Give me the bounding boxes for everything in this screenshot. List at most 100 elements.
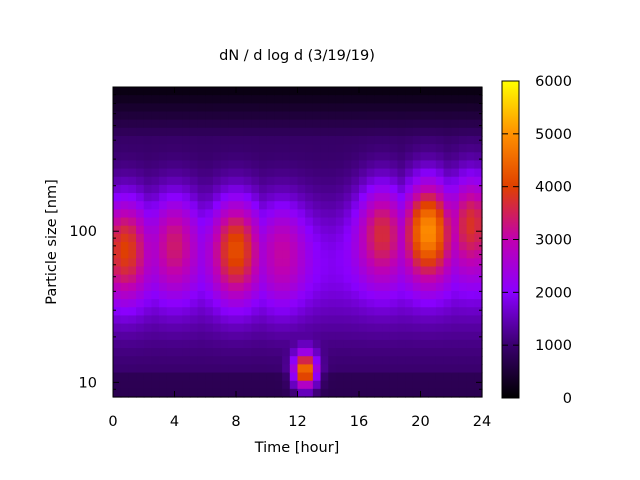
heatmap-cell [297, 388, 306, 398]
heatmap-cell [205, 160, 214, 170]
heatmap-cell [128, 258, 137, 268]
heatmap-cell [243, 372, 252, 382]
heatmap-cell [205, 388, 214, 398]
heatmap-cell [182, 168, 191, 178]
heatmap-cell [159, 119, 168, 129]
heatmap-cell [236, 176, 245, 186]
heatmap-cell [128, 290, 137, 300]
heatmap-cell [466, 315, 475, 325]
heatmap-cell [359, 364, 368, 374]
heatmap-cell [143, 282, 153, 292]
heatmap-cell [435, 372, 445, 382]
heatmap-cell [174, 119, 183, 129]
heatmap-cell [136, 364, 145, 374]
heatmap-cell [205, 339, 214, 349]
heatmap-cell [166, 127, 176, 137]
heatmap-cell [420, 144, 429, 153]
heatmap-cell [435, 266, 445, 276]
heatmap-cell [259, 160, 268, 170]
heatmap-cell [236, 323, 245, 333]
heatmap-cell [228, 339, 237, 349]
heatmap-cell [220, 176, 229, 186]
heatmap-cell [305, 372, 314, 382]
heatmap-cell [212, 87, 222, 96]
heatmap-cell [266, 176, 276, 186]
heatmap-cell [389, 152, 399, 162]
heatmap-cell [458, 103, 468, 113]
heatmap-cell [151, 103, 160, 113]
heatmap-cell [312, 274, 322, 284]
heatmap-cell [397, 217, 406, 227]
colorbar-tick-label: 4000 [535, 180, 572, 196]
heatmap-cell [412, 380, 422, 390]
heatmap-cell [420, 364, 429, 374]
heatmap-cell [297, 119, 306, 129]
heatmap-cell [466, 95, 475, 104]
heatmap-cell [297, 315, 306, 325]
heatmap-cell [443, 119, 452, 129]
heatmap-cell [435, 201, 445, 210]
heatmap-cell [151, 176, 160, 186]
heatmap-cell [143, 111, 153, 121]
heatmap-cell [128, 95, 137, 104]
heatmap-cell [335, 356, 345, 365]
heatmap-cell [458, 323, 468, 333]
heatmap-cell [174, 372, 183, 382]
heatmap-cell [397, 95, 406, 104]
heatmap-cell [228, 127, 237, 137]
heatmap-cell [282, 184, 291, 194]
heatmap-cell [412, 356, 422, 365]
heatmap-cell [220, 266, 229, 276]
heatmap-cell [205, 176, 214, 186]
heatmap-cell [197, 307, 206, 317]
heatmap-cell [366, 290, 375, 300]
heatmap-cell [120, 388, 129, 398]
heatmap-cell [435, 356, 445, 365]
heatmap-cell [335, 184, 345, 194]
heatmap-cell [351, 356, 360, 365]
heatmap-cell [128, 135, 137, 145]
heatmap-cell [220, 388, 229, 398]
heatmap-cell [212, 315, 222, 325]
heatmap-cell [274, 144, 283, 153]
heatmap-cell [405, 307, 414, 317]
heatmap-cell [451, 315, 460, 325]
heatmap-cell [359, 95, 368, 104]
heatmap-cell [243, 201, 252, 210]
heatmap-cell [197, 193, 206, 202]
heatmap-cell [397, 290, 406, 300]
heatmap-cell [113, 201, 122, 210]
heatmap-cell [289, 168, 299, 178]
heatmap-cell [420, 127, 429, 137]
heatmap-cell [259, 144, 268, 153]
heatmap-cell [428, 127, 437, 137]
heatmap-cell [166, 152, 176, 162]
heatmap-cell [205, 372, 214, 382]
heatmap-cell [120, 250, 129, 259]
heatmap-cell [374, 225, 383, 235]
heatmap-cell [151, 323, 160, 333]
heatmap-cell [236, 193, 245, 202]
heatmap-cell [320, 356, 329, 365]
heatmap-cell [113, 339, 122, 349]
heatmap-cell [205, 282, 214, 292]
heatmap-cell [274, 315, 283, 325]
heatmap-cell [205, 348, 214, 357]
heatmap-cell [351, 225, 360, 235]
heatmap-cell [435, 380, 445, 390]
heatmap-cell [405, 356, 414, 365]
heatmap-cell [143, 388, 153, 398]
heatmap-cell [189, 307, 199, 317]
heatmap-cell [136, 160, 145, 170]
heatmap-cell [113, 135, 122, 145]
heatmap-cell [382, 135, 391, 145]
heatmap-cell [251, 225, 260, 235]
heatmap-cell [335, 209, 345, 219]
heatmap-cell [220, 380, 229, 390]
heatmap-cell [128, 307, 137, 317]
heatmap-cell [451, 111, 460, 121]
heatmap-cell [243, 95, 252, 104]
heatmap-cell [282, 266, 291, 276]
heatmap-cell [151, 339, 160, 349]
heatmap-cell [412, 87, 422, 96]
